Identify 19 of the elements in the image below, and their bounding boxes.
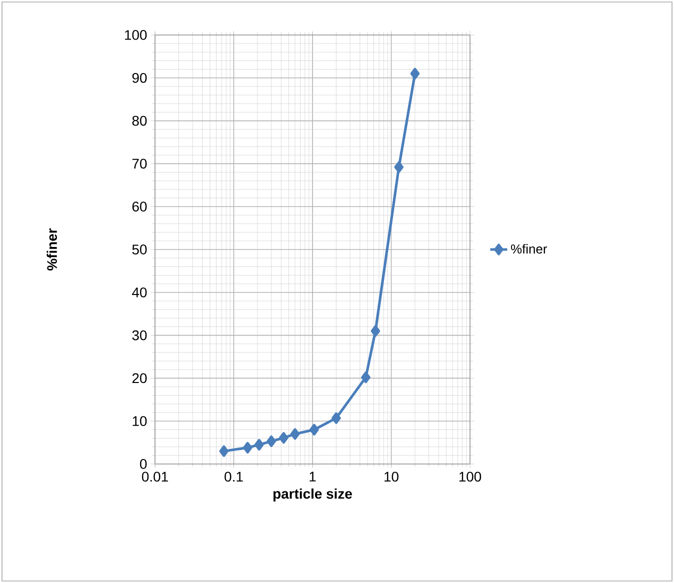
x-tick-label: 0.01: [142, 472, 168, 482]
y-tick-label: 20: [132, 373, 147, 384]
x-tick-label: 100: [459, 472, 482, 482]
y-tick-label: 30: [132, 330, 147, 340]
y-axis-title: %finer: [46, 228, 57, 270]
y-tick-label: 70: [132, 158, 147, 169]
y-tick-label: 90: [132, 72, 147, 83]
x-axis-title: particle size: [273, 488, 352, 502]
y-tick-label: 40: [132, 287, 147, 298]
y-tick-label: 10: [132, 416, 147, 426]
x-tick-label: 0.1: [224, 472, 243, 482]
y-tick-label: 50: [132, 244, 147, 254]
y-tick-label: 0: [140, 459, 147, 469]
y-tick-label: 60: [132, 202, 147, 212]
y-tick-label: 80: [132, 116, 147, 126]
x-tick-label: 10: [384, 472, 398, 482]
y-tick-label: 100: [125, 30, 147, 40]
legend-label: %finer: [511, 244, 548, 254]
x-tick-label: 1: [310, 472, 316, 482]
